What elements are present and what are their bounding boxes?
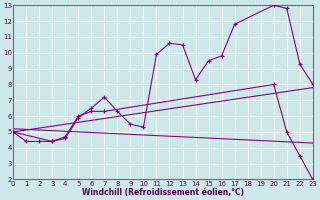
X-axis label: Windchill (Refroidissement éolien,°C): Windchill (Refroidissement éolien,°C) (82, 188, 244, 197)
